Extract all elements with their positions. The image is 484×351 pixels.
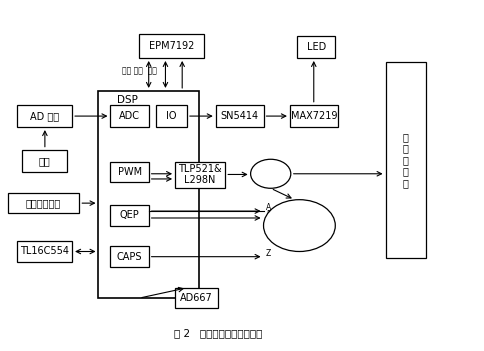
Text: EPM7192: EPM7192 [149,41,194,51]
Bar [17,241,72,262]
Bar [110,246,149,267]
Text: 光
学
跟
踪
架: 光 学 跟 踪 架 [403,132,409,188]
Circle shape [251,159,291,188]
Text: 单杆: 单杆 [39,156,50,166]
Bar [297,35,335,58]
Bar [22,150,67,172]
Text: CAPS: CAPS [117,252,142,262]
Text: 图 2   伺服控制器的硬件结构: 图 2 伺服控制器的硬件结构 [174,328,262,338]
Text: PWM: PWM [118,167,142,177]
Bar [216,105,263,127]
Text: ADC: ADC [119,111,140,121]
Text: AD 采样: AD 采样 [30,111,59,121]
Bar [175,288,218,309]
Text: LED: LED [306,42,326,52]
Text: QEP: QEP [120,210,139,220]
Text: 光学系统信号: 光学系统信号 [26,198,61,208]
Bar [156,105,187,127]
Text: IO: IO [166,111,177,121]
Bar [290,105,338,127]
Text: TL16C554: TL16C554 [20,246,69,257]
Text: 地址 数据  控制: 地址 数据 控制 [121,66,156,75]
Bar [386,61,426,258]
Text: AD667: AD667 [180,293,213,303]
Text: B: B [266,210,271,219]
Text: A: A [266,203,271,212]
Text: MAX7219: MAX7219 [290,111,337,121]
Text: TLP521&
L298N: TLP521& L298N [178,164,222,185]
Bar [175,162,225,187]
Text: DSP: DSP [117,94,137,105]
Text: SN5414: SN5414 [221,111,258,121]
Text: 光电
编码器: 光电 编码器 [291,216,307,235]
Text: Z: Z [266,249,271,258]
Bar [139,34,204,58]
Text: M: M [267,169,275,179]
Bar [110,162,149,183]
Circle shape [263,200,335,252]
Bar [110,205,149,226]
Bar [110,105,149,127]
Bar [17,105,72,127]
Bar [8,193,79,213]
Bar [98,91,199,298]
